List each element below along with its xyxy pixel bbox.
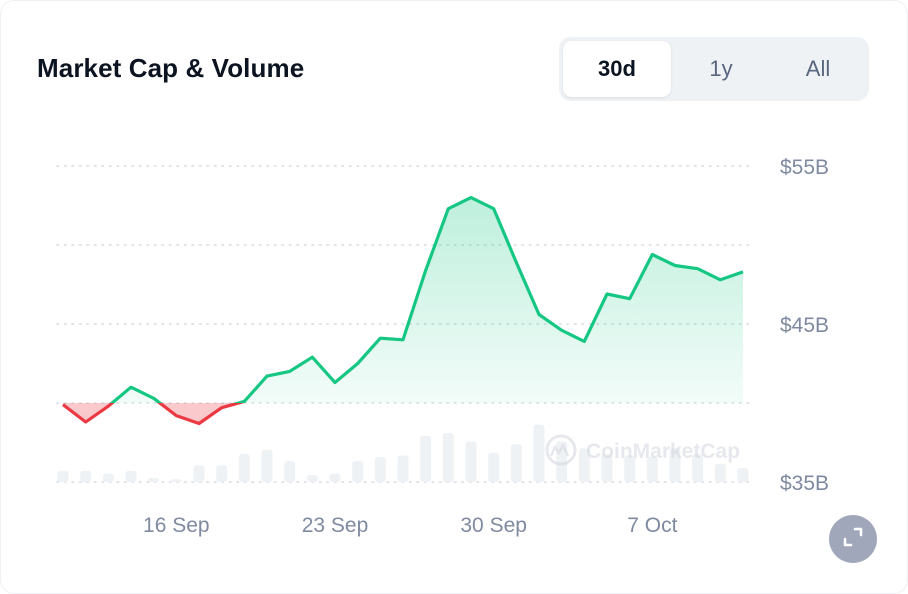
data-point: [151, 395, 157, 401]
data-point: [264, 373, 270, 379]
y-tick-label: $55B: [780, 156, 829, 179]
volume-bar: [578, 448, 590, 482]
data-point: [309, 354, 315, 360]
data-point: [559, 327, 565, 333]
x-tick-label: 16 Sep: [143, 514, 210, 537]
volume-bar: [148, 477, 160, 482]
tab-30d[interactable]: 30d: [563, 41, 671, 97]
tab-all[interactable]: All: [805, 56, 831, 81]
data-point: [83, 419, 89, 425]
data-point: [423, 267, 429, 273]
x-tick-label: 23 Sep: [302, 514, 369, 537]
data-point: [445, 206, 451, 212]
data-point: [468, 195, 474, 201]
data-point: [173, 413, 179, 419]
data-point: [604, 291, 610, 297]
market-cap-chart[interactable]: $55B $45B $35B 16 Sep 23 Sep 30 Sep 7 Oct CoinM…: [1, 1, 907, 561]
volume-bar: [397, 455, 409, 482]
data-point: [287, 368, 293, 374]
data-point: [400, 337, 406, 343]
x-tick-label: 30 Sep: [460, 514, 527, 537]
data-point: [60, 402, 66, 408]
volume-bar: [646, 456, 658, 482]
watermark-text: CoinMarketCap: [586, 440, 740, 463]
volume-bar: [57, 470, 69, 482]
volume-bar: [193, 465, 205, 482]
volume-bar: [238, 454, 250, 482]
expand-icon: [842, 526, 864, 553]
volume-bar: [737, 468, 749, 482]
data-point: [672, 263, 678, 269]
data-point: [377, 335, 383, 341]
chart-title: Market Cap & Volume: [37, 53, 305, 83]
data-point: [128, 384, 134, 390]
data-point: [355, 361, 361, 367]
volume-bar: [102, 473, 114, 482]
volume-bar: [692, 454, 704, 482]
volume-bar: [420, 435, 432, 482]
data-point: [740, 269, 746, 275]
watermark: CoinMarketCap: [545, 434, 740, 466]
volume-bar: [125, 470, 137, 482]
data-point: [695, 266, 701, 272]
volume-bar: [352, 461, 364, 482]
data-point: [332, 379, 338, 385]
data-point: [627, 296, 633, 302]
data-point: [717, 277, 723, 283]
data-point: [196, 421, 202, 427]
volume-bar: [261, 449, 273, 482]
volume-bar: [465, 441, 477, 482]
volume-bar: [714, 463, 726, 482]
expand-button[interactable]: [829, 515, 877, 563]
data-point: [219, 405, 225, 411]
data-point: [581, 338, 587, 344]
volume-bar: [442, 433, 454, 482]
data-point: [491, 206, 497, 212]
volume-bar: [601, 454, 613, 482]
range-switch: 30d 1y All: [559, 37, 869, 101]
volume-bar: [216, 465, 228, 482]
series-line-up: [109, 196, 744, 403]
volume-bar: [669, 448, 681, 482]
volume-bar: [374, 456, 386, 482]
volume-bar: [510, 444, 522, 482]
volume-bar: [488, 452, 500, 482]
data-point: [536, 312, 542, 318]
volume-bar: [170, 479, 182, 482]
tab-1y[interactable]: 1y: [709, 56, 733, 81]
volume-bar: [533, 424, 545, 482]
series-line-down: [62, 403, 245, 426]
data-point: [513, 259, 519, 265]
volume-bar: [306, 475, 318, 482]
area-fill-up: [63, 197, 743, 403]
volume-bar: [624, 455, 636, 482]
volume-bar: [284, 461, 296, 482]
coinmarketcap-logo-icon: [545, 434, 577, 466]
volume-bar: [329, 473, 341, 482]
area-fill-down: [63, 403, 743, 424]
y-tick-label: $35B: [780, 472, 829, 495]
x-tick-label: 7 Oct: [627, 514, 677, 537]
data-point: [241, 398, 247, 404]
data-point: [105, 403, 111, 409]
y-tick-label: $45B: [780, 314, 829, 337]
volume-bar: [80, 470, 92, 482]
data-point: [649, 251, 655, 257]
